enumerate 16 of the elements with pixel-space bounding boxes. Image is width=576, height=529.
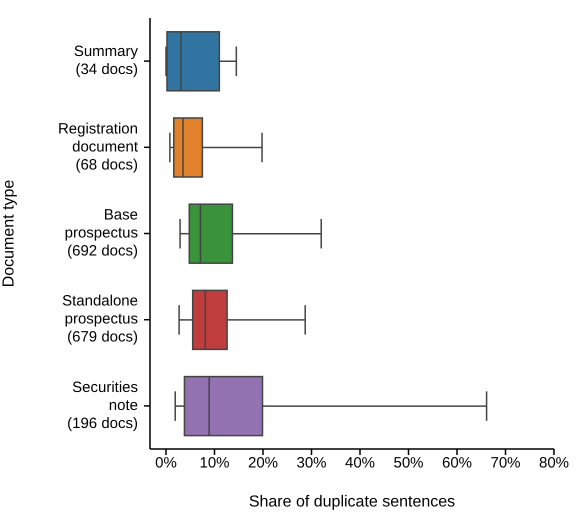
y-tick-label: Securities note (196 docs) <box>67 378 138 432</box>
x-tick-label: 10% <box>199 454 230 472</box>
x-tick-label: 80% <box>538 454 570 472</box>
x-axis-title: Share of duplicate sentences <box>248 493 456 510</box>
x-tick-label: 50% <box>393 454 424 472</box>
x-tick-label: 40% <box>344 454 376 472</box>
x-tick-label: 20% <box>248 454 278 472</box>
y-axis-title: Document type <box>0 180 18 288</box>
x-tick-label: 0% <box>155 454 177 472</box>
y-tick-label: Registration document (68 docs) <box>58 120 139 174</box>
x-tick-label: 30% <box>296 454 327 472</box>
y-tick-label: Base prospectus (692 docs) <box>64 206 138 260</box>
x-tick-label: 60% <box>442 454 472 472</box>
y-tick-label: Summary (34 docs) <box>74 43 138 78</box>
x-tick-label: 70% <box>490 454 521 472</box>
y-tick-label: Standalone prospectus (679 docs) <box>62 292 138 346</box>
